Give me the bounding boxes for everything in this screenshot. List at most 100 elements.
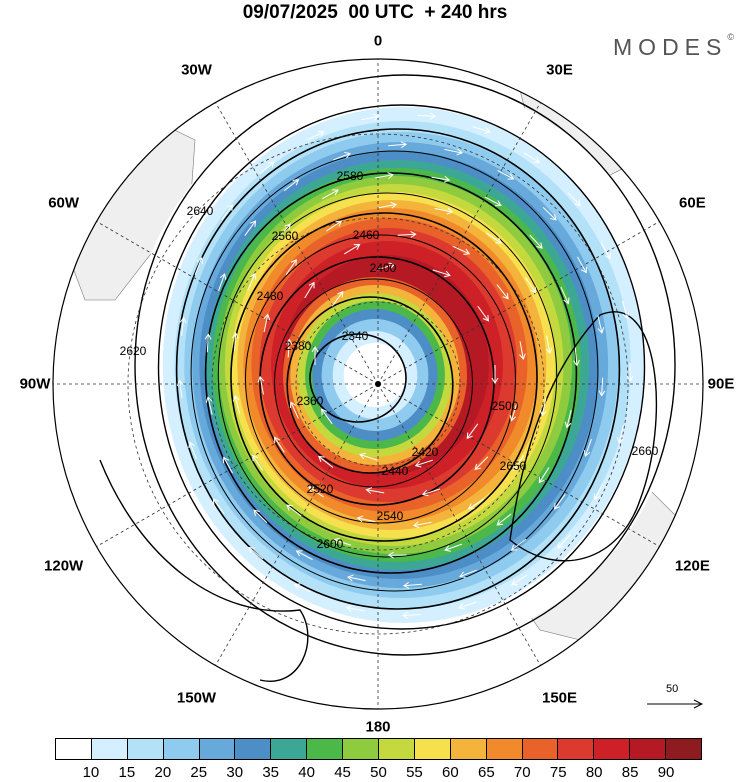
wind-arrow bbox=[472, 126, 491, 134]
wind-arrow bbox=[600, 242, 611, 260]
wind-arrow bbox=[402, 581, 422, 589]
contour-label: 2560 bbox=[272, 229, 299, 243]
wind-arrow bbox=[452, 245, 471, 255]
wind-arrow bbox=[356, 515, 376, 523]
colorbar-tick-label: 30 bbox=[226, 764, 244, 781]
colorbar-swatch bbox=[486, 739, 523, 759]
colorbar-swatch bbox=[91, 739, 128, 759]
longitude-label: 30E bbox=[546, 61, 573, 79]
wind-arrow bbox=[542, 206, 557, 221]
colorbar-tick-label: 20 bbox=[154, 764, 172, 781]
colorbar-swatch bbox=[271, 739, 308, 759]
colorbar-tick-label: 10 bbox=[82, 764, 100, 781]
brand-name: MODES bbox=[613, 34, 728, 60]
contour-line bbox=[230, 212, 538, 542]
latitude-circle bbox=[295, 301, 461, 467]
wind-arrow bbox=[577, 256, 587, 274]
wind-arrow bbox=[285, 258, 297, 275]
graticule bbox=[53, 59, 703, 709]
wind-arrow bbox=[333, 537, 352, 546]
wind-arrow bbox=[474, 456, 489, 471]
wind-arrow bbox=[293, 583, 312, 593]
longitude-label: 60W bbox=[48, 194, 80, 211]
wind-arrow bbox=[567, 192, 581, 207]
meridian-line bbox=[377, 383, 660, 547]
colorbar-swatch bbox=[199, 739, 236, 759]
colorbar-tick-label: 70 bbox=[513, 764, 531, 781]
contour-line bbox=[274, 278, 473, 488]
meridian-line bbox=[377, 102, 541, 385]
colorbar-tick-label: 65 bbox=[477, 764, 495, 781]
colorbar-swatch bbox=[594, 739, 631, 759]
wind-arrow bbox=[331, 290, 344, 307]
wind-arrow bbox=[311, 346, 319, 365]
wind-arrow bbox=[263, 313, 271, 333]
wind-arrow bbox=[375, 172, 394, 179]
contour-line bbox=[309, 333, 407, 423]
longitude-label: 90W bbox=[19, 375, 51, 393]
contour-label: 2380 bbox=[285, 339, 312, 353]
colorbar-swatch bbox=[379, 739, 415, 759]
wind-arrow bbox=[434, 207, 454, 215]
contour-line bbox=[99, 459, 309, 682]
wind-arrow bbox=[467, 498, 484, 510]
meridian-line bbox=[377, 221, 660, 385]
wind-arrow bbox=[560, 286, 570, 305]
wind-arrow bbox=[232, 395, 241, 414]
contour-label: 2440 bbox=[382, 464, 409, 478]
colorbar-tick-label: 45 bbox=[334, 764, 351, 781]
colorbar-swatch bbox=[414, 739, 451, 759]
wind-arrow bbox=[459, 569, 477, 579]
longitude-label: 90E bbox=[707, 375, 735, 393]
pole-marker bbox=[375, 381, 381, 387]
contour-line bbox=[245, 234, 516, 524]
contour-label: 2500 bbox=[492, 399, 519, 413]
wind-arrow bbox=[221, 204, 233, 220]
wind-arrow bbox=[378, 201, 398, 209]
longitude-label: 0 bbox=[373, 32, 383, 50]
arrow-right-icon bbox=[647, 699, 704, 709]
colorbar-tick-label: 55 bbox=[406, 764, 423, 781]
contour-label: 2520 bbox=[307, 482, 334, 496]
colorbar-swatch bbox=[56, 739, 92, 759]
wind-arrow bbox=[583, 438, 592, 457]
wind-arrow bbox=[257, 375, 265, 395]
contour-label: 2340 bbox=[342, 329, 369, 343]
wind-arrow bbox=[557, 534, 571, 549]
colorbar-tick-label: 90 bbox=[657, 764, 675, 781]
wind-arrow bbox=[286, 504, 302, 517]
wind-arrow bbox=[529, 234, 543, 249]
wind-arrow bbox=[283, 179, 300, 192]
contour-label: 2460 bbox=[353, 228, 380, 242]
contour-line bbox=[175, 128, 621, 610]
colorbar-swatch bbox=[450, 739, 487, 759]
wind-arrow bbox=[486, 232, 502, 244]
meridian-line bbox=[96, 221, 379, 385]
wind-arrow bbox=[484, 196, 502, 207]
contour-line bbox=[509, 311, 658, 562]
wind-arrow bbox=[205, 396, 213, 415]
meridian-line bbox=[215, 383, 379, 666]
contour-label: 2640 bbox=[187, 204, 214, 218]
wind-arrow bbox=[412, 521, 432, 529]
wind-arrow bbox=[598, 377, 606, 397]
colorbar bbox=[55, 738, 702, 760]
contour-label: 2420 bbox=[412, 445, 439, 459]
wind-arrow bbox=[466, 423, 479, 440]
wind-arrow bbox=[397, 231, 417, 238]
colorbar-tick-label: 75 bbox=[549, 764, 567, 781]
wind-arrow bbox=[444, 148, 464, 156]
contour-label: 2480 bbox=[257, 289, 284, 303]
wind-vectors bbox=[176, 112, 634, 619]
wind-arrow bbox=[496, 513, 512, 526]
wind-arrow bbox=[253, 509, 268, 524]
wind-arrow bbox=[252, 454, 264, 471]
wind-arrow bbox=[232, 332, 239, 352]
wind-arrow bbox=[519, 341, 526, 360]
wind-arrow bbox=[539, 397, 547, 417]
wind-arrow bbox=[223, 456, 233, 474]
contour-label: 2400 bbox=[370, 261, 397, 275]
wind-arrow bbox=[304, 281, 315, 299]
wind-arrow bbox=[511, 574, 528, 586]
wind-arrow bbox=[431, 175, 451, 183]
